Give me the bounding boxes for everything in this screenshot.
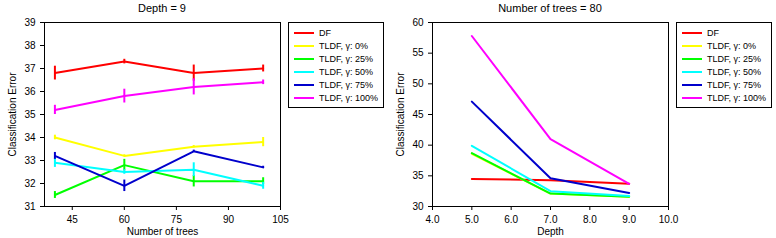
html-text:TLDF, γ: 100%: TLDF, γ: 100% — [319, 92, 378, 103]
html-text:TLDF, γ: 50%: TLDF, γ: 50% — [707, 66, 761, 77]
svg-text:34: 34 — [24, 132, 36, 143]
html-text:TLDF, γ: 75%: TLDF, γ: 75% — [319, 79, 373, 90]
svg-text:5.0: 5.0 — [465, 214, 479, 225]
svg-text:75: 75 — [171, 214, 183, 225]
html-text:Depth = 9: Depth = 9 — [138, 2, 186, 14]
html-text:Number of trees = 80: Number of trees = 80 — [498, 2, 602, 14]
svg-text:105: 105 — [272, 214, 289, 225]
html-text:DF: DF — [319, 27, 331, 38]
svg-text:45: 45 — [67, 214, 79, 225]
html-text:TLDF, γ: 25%: TLDF, γ: 25% — [319, 53, 373, 64]
html-text:TLDF, γ: 25%: TLDF, γ: 25% — [707, 53, 761, 64]
svg-text:35: 35 — [412, 170, 424, 181]
svg-text:60: 60 — [119, 214, 131, 225]
svg-text:4.0: 4.0 — [426, 214, 440, 225]
svg-text:39: 39 — [24, 17, 36, 28]
html-text:TLDF, γ: 75%: TLDF, γ: 75% — [707, 79, 761, 90]
svg-text:38: 38 — [24, 40, 36, 51]
html-text:TLDF, γ: 100%: TLDF, γ: 100% — [707, 92, 766, 103]
svg-text:90: 90 — [223, 214, 235, 225]
svg-text:6.0: 6.0 — [504, 214, 518, 225]
svg-text:45: 45 — [412, 109, 424, 120]
svg-text:Classification Error: Classification Error — [7, 72, 18, 157]
svg-text:60: 60 — [412, 17, 424, 28]
svg-text:50: 50 — [412, 78, 424, 89]
svg-text:10.0: 10.0 — [659, 214, 679, 225]
svg-text:Depth: Depth — [537, 226, 564, 237]
svg-text:9.0: 9.0 — [622, 214, 636, 225]
svg-text:Classification Error: Classification Error — [395, 72, 406, 157]
svg-text:32: 32 — [24, 178, 36, 189]
svg-text:37: 37 — [24, 63, 36, 74]
svg-text:35: 35 — [24, 109, 36, 120]
svg-text:31: 31 — [24, 201, 36, 212]
html-text:TLDF, γ: 0%: TLDF, γ: 0% — [707, 40, 756, 51]
svg-text:36: 36 — [24, 86, 36, 97]
svg-text:7.0: 7.0 — [544, 214, 558, 225]
html-text:TLDF, γ: 50%: TLDF, γ: 50% — [319, 66, 373, 77]
html-text:TLDF, γ: 0%: TLDF, γ: 0% — [319, 40, 368, 51]
html-text:DF: DF — [707, 27, 719, 38]
svg-text:Number of trees: Number of trees — [127, 226, 199, 237]
svg-text:55: 55 — [412, 47, 424, 58]
svg-text:33: 33 — [24, 155, 36, 166]
svg-text:8.0: 8.0 — [583, 214, 597, 225]
svg-text:40: 40 — [412, 139, 424, 150]
svg-text:30: 30 — [412, 201, 424, 212]
